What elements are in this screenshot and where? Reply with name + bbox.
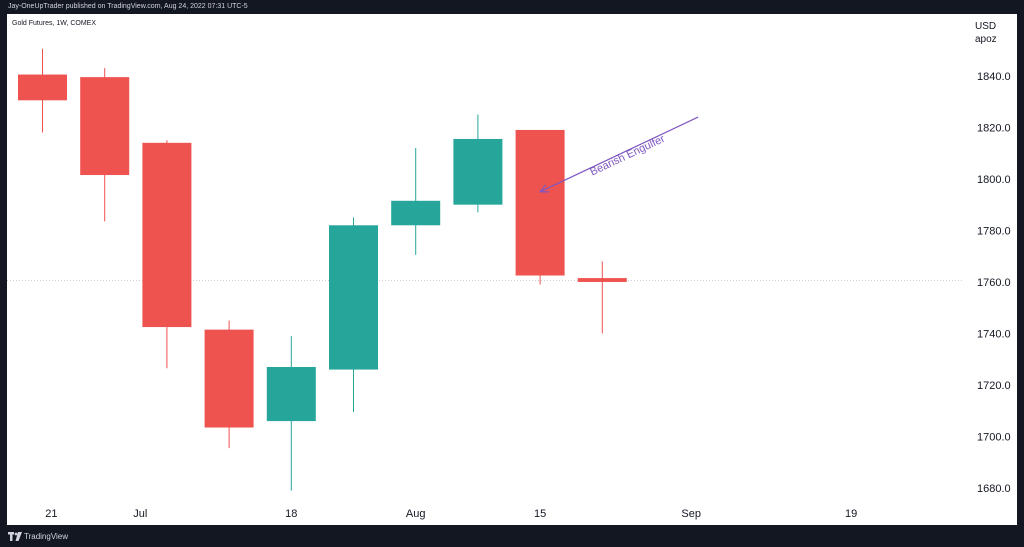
y-tick-label: 1780.0 [977, 225, 1011, 237]
chart-panel: Gold Futures, 1W, COMEX USD apoz Bearish… [7, 14, 1017, 525]
candle-7[interactable] [391, 147, 441, 255]
candle-6[interactable] [329, 217, 378, 413]
candlestick-chart[interactable]: Gold Futures, 1W, COMEX USD apoz Bearish… [7, 14, 1017, 525]
candle-body [204, 329, 254, 428]
annotation-label[interactable]: Bearish Engulfer [588, 133, 667, 179]
y-tick-label: 1720.0 [977, 380, 1011, 392]
unit-label: apoz [975, 34, 997, 45]
x-axis: 21 Jul 18 Aug 15 Sep 19 [45, 508, 857, 520]
candle-body [391, 200, 441, 226]
candle-body [266, 366, 316, 422]
chart-title: Gold Futures, 1W, COMEX [12, 20, 96, 27]
y-tick-label: 1680.0 [977, 483, 1011, 495]
candle-body [80, 77, 130, 176]
footer-brand: TradingView [24, 532, 69, 541]
candles-layer [18, 48, 627, 491]
x-tick-label: Sep [681, 508, 701, 520]
x-tick-label: Aug [406, 508, 426, 520]
tradingview-logo-icon [8, 532, 22, 541]
currency-label: USD [975, 21, 996, 32]
publisher-header: Jay-OneUpTrader published on TradingView… [8, 3, 248, 10]
candle-1[interactable] [18, 48, 67, 133]
candle-body [515, 129, 565, 276]
y-tick-label: 1800.0 [977, 174, 1011, 186]
annotation-arrow-line[interactable] [539, 116, 699, 193]
y-tick-label: 1740.0 [977, 328, 1011, 340]
y-axis: 1680.0 1700.0 1720.0 1740.0 1760.0 1780.0 1800… [977, 71, 1011, 495]
candle-10[interactable] [577, 261, 627, 334]
annotation-arrow-head [538, 184, 550, 193]
footer-bar: TradingView [0, 525, 1024, 547]
candle-8[interactable] [453, 114, 503, 213]
candle-3[interactable] [142, 140, 192, 369]
y-tick-label: 1700.0 [977, 432, 1011, 444]
x-tick-label: 19 [845, 508, 857, 520]
candle-body [18, 74, 67, 101]
candle-body [453, 138, 503, 205]
x-tick-label: 21 [45, 508, 57, 520]
candle-4[interactable] [204, 320, 254, 449]
x-tick-label: 18 [285, 508, 297, 520]
x-tick-label: Jul [133, 508, 147, 520]
candle-5[interactable] [266, 336, 316, 491]
candle-body [577, 278, 627, 282]
candle-9[interactable] [515, 129, 565, 285]
candle-body [329, 225, 378, 370]
candle-body [142, 142, 192, 328]
candle-2[interactable] [80, 68, 130, 222]
y-tick-label: 1760.0 [977, 277, 1011, 289]
y-tick-label: 1840.0 [977, 71, 1011, 83]
y-tick-label: 1820.0 [977, 122, 1011, 134]
x-tick-label: 15 [534, 508, 546, 520]
